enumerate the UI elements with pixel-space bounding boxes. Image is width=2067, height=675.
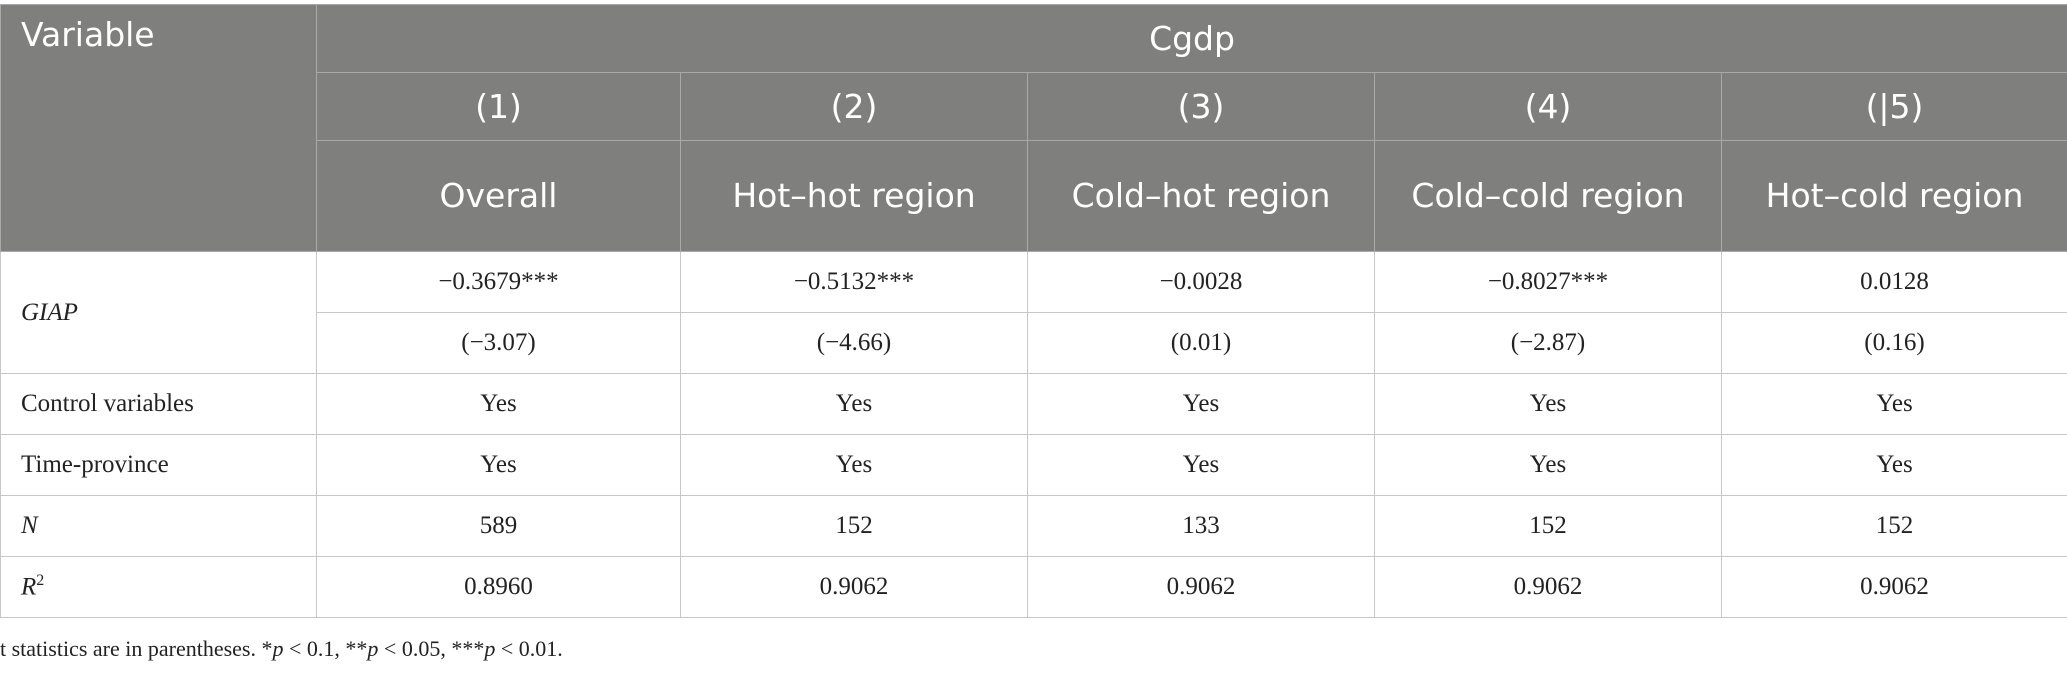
table-cell: 0.8960: [316, 556, 681, 618]
cell-t-stat: (−4.66): [680, 312, 1028, 374]
footnote-p: p: [484, 636, 496, 661]
model-number-5: (|5): [1720, 72, 2067, 141]
table-footnote: t statistics are in parentheses. *p < 0.…: [0, 636, 563, 662]
row-label-time-province: Time-province: [0, 434, 317, 496]
cell-coefficient: −0.0028: [1027, 251, 1375, 313]
table-cell: Yes: [1027, 434, 1375, 496]
table-cell: Yes: [680, 434, 1028, 496]
model-number-4: (4): [1374, 72, 1722, 141]
table-row-n: N 589 152 133 152 152: [0, 495, 2067, 557]
table-row-time-province: Time-province Yes Yes Yes Yes Yes: [0, 434, 2067, 496]
cell-coefficient: −0.3679***: [316, 251, 681, 313]
table-cell: 152: [1374, 495, 1722, 557]
r-squared-letter: R: [21, 573, 37, 601]
variable-header: Variable: [0, 4, 317, 252]
table-cell: 0.9062: [1027, 556, 1375, 618]
model-name-cold-hot: Cold–hot region: [1027, 140, 1375, 252]
row-label-n: N: [0, 495, 317, 557]
table-cell: Yes: [1720, 434, 2067, 496]
r-squared-superscript: 2: [36, 572, 45, 590]
cell-coefficient: −0.8027***: [1374, 251, 1722, 313]
table-cell: Yes: [680, 373, 1028, 435]
footnote-p: p: [367, 636, 379, 661]
model-number-3: (3): [1027, 72, 1375, 141]
cell-coefficient: −0.5132***: [680, 251, 1028, 313]
footnote-text: < 0.1, **: [283, 636, 368, 661]
footnote-text: < 0.01.: [495, 636, 563, 661]
footnote-p: p: [272, 636, 284, 661]
table-cell: 133: [1027, 495, 1375, 557]
table-cell: 0.9062: [1374, 556, 1722, 618]
table-cell: Yes: [316, 434, 681, 496]
table-cell: 589: [316, 495, 681, 557]
table-row-control-variables: Control variables Yes Yes Yes Yes Yes: [0, 373, 2067, 435]
footnote-text: < 0.05, ***: [378, 636, 485, 661]
table-cell: Yes: [1027, 373, 1375, 435]
dependent-variable-header: Cgdp: [315, 4, 2067, 73]
table-cell: 152: [1720, 495, 2067, 557]
row-label-control-variables: Control variables: [0, 373, 317, 435]
row-label-r-squared: R2: [0, 556, 317, 618]
cell-t-stat: (0.16): [1720, 312, 2067, 374]
model-name-overall: Overall: [316, 140, 681, 252]
regression-table: Variable Cgdp (1) (2) (3) (4) (|5) Overa…: [0, 4, 2067, 618]
model-number-2: (2): [680, 72, 1028, 141]
table-row-r-squared: R2 0.8960 0.9062 0.9062 0.9062 0.9062: [0, 556, 2067, 618]
cell-t-stat: (−3.07): [316, 312, 681, 374]
table-cell: Yes: [1720, 373, 2067, 435]
table-body: GIAP −0.3679*** −0.5132*** −0.0028 −0.80…: [0, 251, 2067, 618]
table-cell: 152: [680, 495, 1028, 557]
cell-t-stat: (−2.87): [1374, 312, 1722, 374]
cell-coefficient: 0.0128: [1720, 251, 2067, 313]
footnote-text: t statistics are in parentheses. *: [0, 636, 273, 661]
table-cell: 0.9062: [1720, 556, 2067, 618]
model-number-1: (1): [316, 72, 681, 141]
table-header: Variable Cgdp (1) (2) (3) (4) (|5) Overa…: [0, 4, 2067, 252]
model-name-hot-hot: Hot–hot region: [680, 140, 1028, 252]
table-cell: Yes: [1374, 373, 1722, 435]
row-label-giap: GIAP: [0, 251, 317, 374]
cell-t-stat: (0.01): [1027, 312, 1375, 374]
table-cell: 0.9062: [680, 556, 1028, 618]
model-name-hot-cold: Hot–cold region: [1720, 140, 2067, 252]
table-cell: Yes: [1374, 434, 1722, 496]
table-row-giap-coefficients: GIAP −0.3679*** −0.5132*** −0.0028 −0.80…: [0, 251, 2067, 374]
table-cell: Yes: [316, 373, 681, 435]
model-name-cold-cold: Cold–cold region: [1374, 140, 1722, 252]
